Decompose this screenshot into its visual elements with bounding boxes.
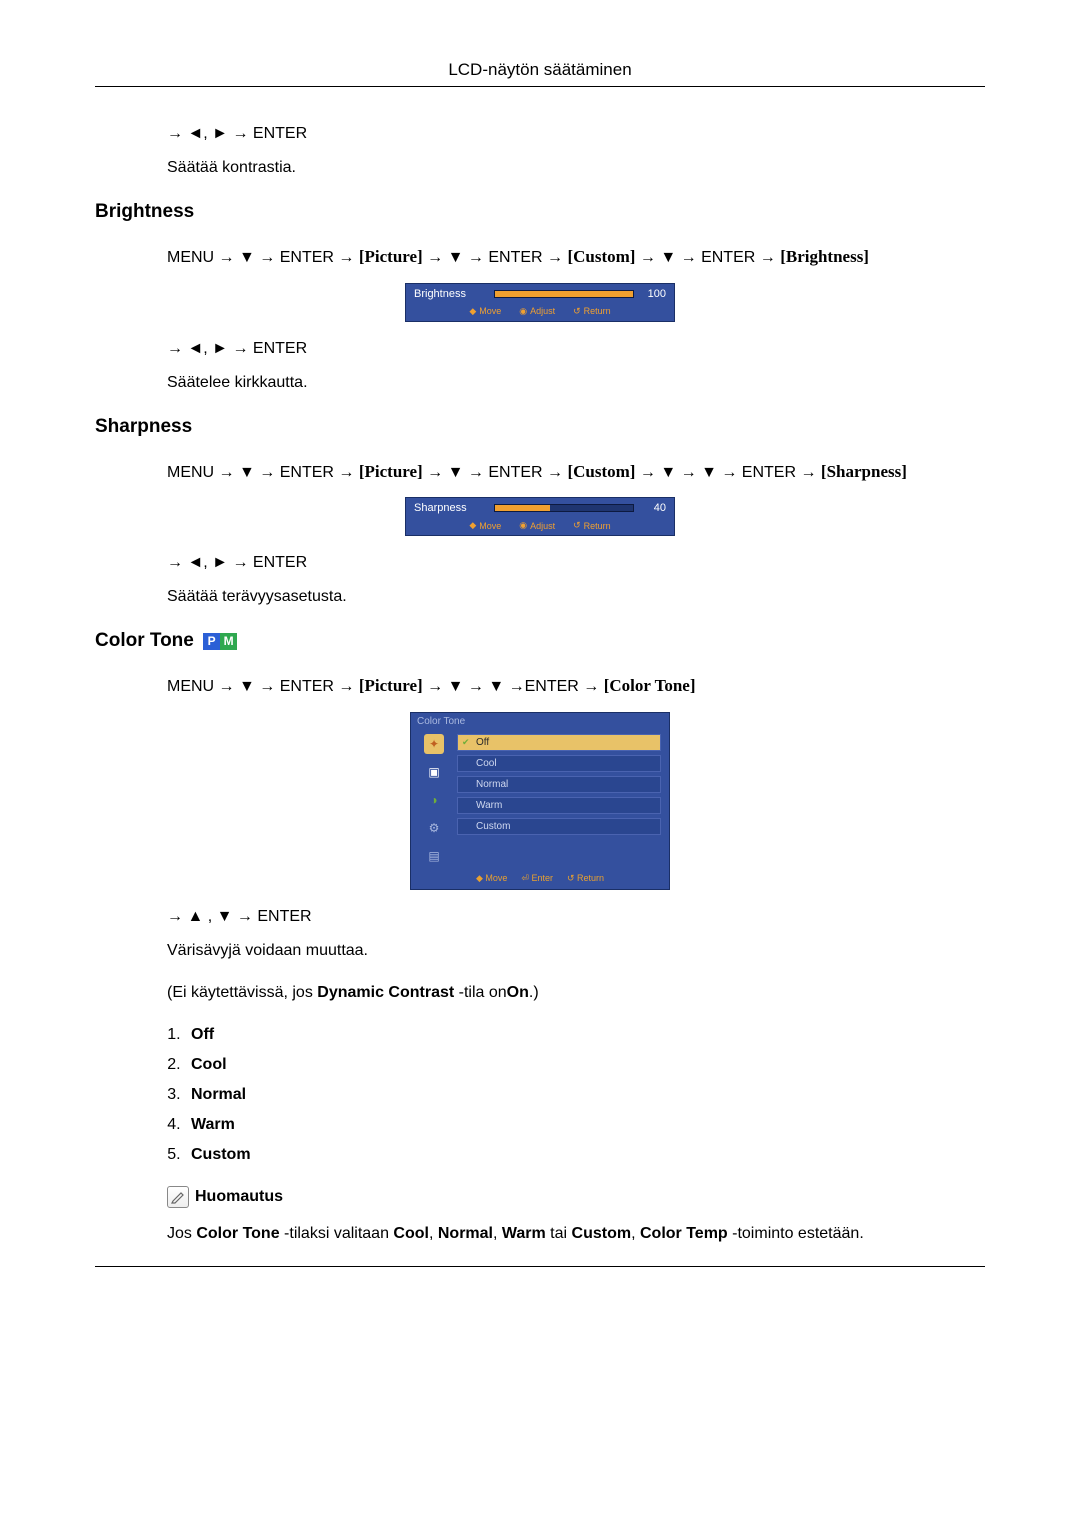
osd-ct-icons: ✦ ▣ ◑ ⚙ ▤ [411,730,457,870]
sharpness-path: MENU → ▼ → ENTER → [Picture] → ▼ → ENTER… [167,458,985,486]
palette-icon: ✦ [424,734,444,754]
path-picture: [Picture] [359,247,423,266]
foot-move: ◆Move [469,306,501,317]
foot-return: ↺Return [573,306,611,317]
sharpness-desc: Säätää terävyysasetusta. [167,588,985,606]
contrast-nav: → ◄, ► → ENTER [167,125,985,143]
osd-label: Sharpness [414,502,494,514]
osd-colortone: Color Tone ✦ ▣ ◑ ⚙ ▤ ✔ Off Cool Normal Warm C… [410,712,670,890]
gear-icon: ⚙ [424,818,444,838]
check-icon: ✔ [462,737,470,748]
path-text: MENU → ▼ → ENTER → [167,249,359,266]
osd-ct-item-label: Cool [476,758,497,769]
path-target: [Sharpness] [821,462,907,481]
pm-badge: PM [203,633,237,650]
badge-m: M [220,633,237,650]
osd-ct-item-label: Warm [476,800,502,811]
page-header: LCD-näytön säätäminen [95,60,985,87]
colortone-heading-text: Color Tone [95,630,194,651]
path-picture: [Picture] [359,676,423,695]
foot-return: ↺ Return [567,873,604,884]
osd-ct-item-label: Off [476,737,489,748]
osd-ct-item-label: Custom [476,821,510,832]
osd-value: 100 [640,288,666,300]
foot-adjust: ◉Adjust [519,306,555,317]
sharpness-nav: → ◄, ► → ENTER [167,554,985,572]
note-label: Huomautus [195,1188,283,1206]
osd-fill [495,505,550,511]
option-item: Cool [185,1056,985,1074]
foot-move: ◆ Move [476,873,507,884]
option-item: Custom [185,1146,985,1164]
colortone-nav: → ▲ , ▼ → ENTER [167,908,985,926]
path-custom: [Custom] [567,247,635,266]
osd-ct-item: Warm [457,797,661,814]
note-header: Huomautus [167,1186,985,1208]
path-text: → ▼ → ENTER → [423,249,568,266]
path-custom: [Custom] [567,462,635,481]
monitor-icon: ▣ [424,762,444,782]
foot-enter: ⏎ Enter [521,873,553,884]
brightness-heading: Brightness [95,201,985,223]
sharpness-heading: Sharpness [95,416,985,438]
badge-p: P [203,633,220,650]
osd-fill [495,291,633,297]
osd-track [494,504,634,512]
sharpness-osd: Sharpness 40 ◆Move ◉Adjust ↺Return [95,497,985,536]
osd-ct-item: Normal [457,776,661,793]
circle-icon: ◑ [424,790,444,810]
brightness-path: MENU → ▼ → ENTER → [Picture] → ▼ → ENTER… [167,243,985,271]
osd-footer: ◆Move ◉Adjust ↺Return [406,518,674,535]
colortone-heading: Color Tone PM [95,630,985,652]
contrast-desc: Säätää kontrastia. [167,159,985,177]
osd-ct-list: ✔ Off Cool Normal Warm Custom [457,730,669,870]
foot-return: ↺Return [573,520,611,531]
osd-slider: Sharpness 40 ◆Move ◉Adjust ↺Return [405,497,675,536]
path-text: → ▼ → ENTER → [635,249,780,266]
path-text: MENU → ▼ → ENTER → [167,678,359,695]
path-target: [Brightness] [780,247,869,266]
footer-rule [95,1266,985,1267]
colortone-options: Off Cool Normal Warm Custom [185,1026,985,1164]
osd-footer: ◆Move ◉Adjust ↺Return [406,304,674,321]
path-text: MENU → ▼ → ENTER → [167,464,359,481]
colortone-dc: (Ei käytettävissä, jos Dynamic Contrast … [167,984,985,1002]
colortone-osd: Color Tone ✦ ▣ ◑ ⚙ ▤ ✔ Off Cool Normal Warm C… [95,712,985,890]
osd-ct-item: Cool [457,755,661,772]
brightness-osd: Brightness 100 ◆Move ◉Adjust ↺Return [95,283,985,322]
option-item: Normal [185,1086,985,1104]
osd-ct-item: ✔ Off [457,734,661,751]
osd-ct-item: Custom [457,818,661,835]
note-icon [167,1186,189,1208]
colortone-desc: Värisävyjä voidaan muuttaa. [167,942,985,960]
path-text: → ▼ → ▼ →ENTER → [423,678,604,695]
path-picture: [Picture] [359,462,423,481]
note-body: Jos Color Tone -tilaksi valitaan Cool, N… [167,1222,985,1246]
path-text: → ▼ → ENTER → [423,464,568,481]
brightness-nav: → ◄, ► → ENTER [167,340,985,358]
path-target: [Color Tone] [604,676,696,695]
option-item: Off [185,1026,985,1044]
colortone-path: MENU → ▼ → ENTER → [Picture] → ▼ → ▼ →EN… [167,672,985,700]
osd-ct-item-label: Normal [476,779,508,790]
osd-ct-title: Color Tone [411,713,669,730]
brightness-desc: Säätelee kirkkautta. [167,374,985,392]
osd-slider: Brightness 100 ◆Move ◉Adjust ↺Return [405,283,675,322]
option-item: Warm [185,1116,985,1134]
osd-label: Brightness [414,288,494,300]
path-text: → ▼ → ▼ → ENTER → [635,464,820,481]
foot-adjust: ◉Adjust [519,520,555,531]
osd-value: 40 [640,502,666,514]
page-title: LCD-näytön säätäminen [448,60,631,79]
info-icon: ▤ [424,846,444,866]
osd-track [494,290,634,298]
osd-ct-footer: ◆ Move ⏎ Enter ↺ Return [411,870,669,889]
foot-move: ◆Move [469,520,501,531]
